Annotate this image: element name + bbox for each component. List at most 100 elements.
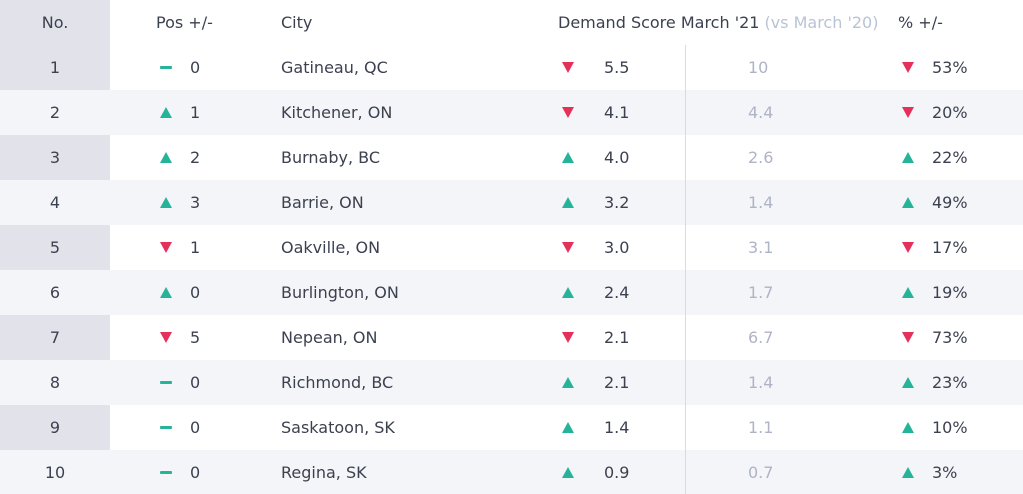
table-row: 9 0 Saskatoon, SK 1.4 1.1 10% bbox=[0, 405, 1023, 450]
header-no: No. bbox=[0, 0, 110, 45]
city-name: Nepean, ON bbox=[281, 328, 378, 347]
position-change-value: 5 bbox=[190, 328, 201, 347]
demand-trend-indicator bbox=[558, 405, 578, 450]
demand-trend-indicator bbox=[558, 360, 578, 405]
up-arrow-icon bbox=[562, 287, 574, 298]
previous-demand-score: 4.4 bbox=[748, 103, 774, 122]
position-change-indicator bbox=[156, 45, 176, 90]
up-arrow-icon bbox=[902, 377, 914, 388]
city-name: Oakville, ON bbox=[281, 238, 381, 257]
position-change-value: 0 bbox=[190, 283, 201, 302]
demand-score: 3.2 bbox=[604, 193, 630, 212]
demand-score: 2.4 bbox=[604, 283, 630, 302]
table-header: No. Pos +/- City Demand Score March '21 … bbox=[0, 0, 1023, 45]
percent-trend-indicator bbox=[898, 45, 918, 90]
demand-trend-indicator bbox=[558, 90, 578, 135]
percent-change: 22% bbox=[932, 148, 968, 167]
up-arrow-icon bbox=[160, 287, 172, 298]
position-change-value: 1 bbox=[190, 238, 201, 257]
rank-number: 3 bbox=[49, 148, 61, 167]
percent-trend-indicator bbox=[898, 405, 918, 450]
position-change-value: 0 bbox=[190, 373, 201, 392]
percent-change: 19% bbox=[932, 283, 968, 302]
position-change-value: 0 bbox=[190, 463, 201, 482]
table-row: 4 3 Barrie, ON 3.2 1.4 49% bbox=[0, 180, 1023, 225]
down-arrow-icon bbox=[902, 62, 914, 73]
previous-demand-score: 0.7 bbox=[748, 463, 774, 482]
rank-number: 1 bbox=[49, 58, 61, 77]
demand-trend-indicator bbox=[558, 225, 578, 270]
position-change-indicator bbox=[156, 315, 176, 360]
table-row: 10 0 Regina, SK 0.9 0.7 3% bbox=[0, 450, 1023, 494]
up-arrow-icon bbox=[160, 152, 172, 163]
down-arrow-icon bbox=[902, 332, 914, 343]
city-name: Kitchener, ON bbox=[281, 103, 393, 122]
rank-number: 6 bbox=[49, 283, 61, 302]
city-name: Gatineau, QC bbox=[281, 58, 388, 77]
demand-score: 4.0 bbox=[604, 148, 630, 167]
percent-change: 3% bbox=[932, 463, 958, 482]
down-arrow-icon bbox=[562, 107, 574, 118]
header-demand-score: Demand Score March '21 (vs March '20) bbox=[558, 0, 888, 45]
previous-demand-score: 1.4 bbox=[748, 373, 774, 392]
up-arrow-icon bbox=[902, 197, 914, 208]
percent-trend-indicator bbox=[898, 180, 918, 225]
rank-number: 10 bbox=[44, 463, 66, 482]
previous-demand-score: 6.7 bbox=[748, 328, 774, 347]
table-row: 3 2 Burnaby, BC 4.0 2.6 22% bbox=[0, 135, 1023, 180]
rank-number: 2 bbox=[49, 103, 61, 122]
position-change-indicator bbox=[156, 90, 176, 135]
up-arrow-icon bbox=[562, 467, 574, 478]
percent-change: 53% bbox=[932, 58, 968, 77]
position-change-indicator bbox=[156, 225, 176, 270]
demand-trend-indicator bbox=[558, 180, 578, 225]
demand-trend-indicator bbox=[558, 135, 578, 180]
dash-icon bbox=[160, 381, 172, 384]
table-row: 5 1 Oakville, ON 3.0 3.1 17% bbox=[0, 225, 1023, 270]
percent-change: 73% bbox=[932, 328, 968, 347]
previous-demand-score: 1.7 bbox=[748, 283, 774, 302]
previous-demand-score: 1.1 bbox=[748, 418, 774, 437]
percent-trend-indicator bbox=[898, 450, 918, 494]
city-name: Regina, SK bbox=[281, 463, 367, 482]
table-row: 7 5 Nepean, ON 2.1 6.7 73% bbox=[0, 315, 1023, 360]
percent-trend-indicator bbox=[898, 225, 918, 270]
demand-score: 1.4 bbox=[604, 418, 630, 437]
table-row: 2 1 Kitchener, ON 4.1 4.4 20% bbox=[0, 90, 1023, 135]
down-arrow-icon bbox=[902, 107, 914, 118]
city-name: Burnaby, BC bbox=[281, 148, 381, 167]
position-change-indicator bbox=[156, 180, 176, 225]
header-city: City bbox=[281, 13, 313, 32]
percent-change: 49% bbox=[932, 193, 968, 212]
percent-change: 10% bbox=[932, 418, 968, 437]
up-arrow-icon bbox=[902, 467, 914, 478]
demand-score: 0.9 bbox=[604, 463, 630, 482]
up-arrow-icon bbox=[562, 422, 574, 433]
previous-demand-score: 3.1 bbox=[748, 238, 774, 257]
table-row: 1 0 Gatineau, QC 5.5 10 53% bbox=[0, 45, 1023, 90]
header-demand-sub: (vs March '20) bbox=[764, 13, 879, 32]
rank-number: 5 bbox=[49, 238, 61, 257]
percent-trend-indicator bbox=[898, 90, 918, 135]
up-arrow-icon bbox=[562, 152, 574, 163]
table-row: 6 0 Burlington, ON 2.4 1.7 19% bbox=[0, 270, 1023, 315]
demand-score: 2.1 bbox=[604, 328, 630, 347]
percent-change: 17% bbox=[932, 238, 968, 257]
percent-trend-indicator bbox=[898, 135, 918, 180]
rank-number: 8 bbox=[49, 373, 61, 392]
city-name: Barrie, ON bbox=[281, 193, 364, 212]
position-change-indicator bbox=[156, 405, 176, 450]
rank-column-background bbox=[0, 0, 110, 494]
demand-trend-indicator bbox=[558, 270, 578, 315]
up-arrow-icon bbox=[902, 422, 914, 433]
previous-demand-score: 1.4 bbox=[748, 193, 774, 212]
demand-score: 2.1 bbox=[604, 373, 630, 392]
down-arrow-icon bbox=[562, 62, 574, 73]
up-arrow-icon bbox=[902, 152, 914, 163]
up-arrow-icon bbox=[160, 197, 172, 208]
down-arrow-icon bbox=[562, 332, 574, 343]
down-arrow-icon bbox=[902, 242, 914, 253]
up-arrow-icon bbox=[902, 287, 914, 298]
position-change-indicator bbox=[156, 450, 176, 494]
up-arrow-icon bbox=[160, 107, 172, 118]
